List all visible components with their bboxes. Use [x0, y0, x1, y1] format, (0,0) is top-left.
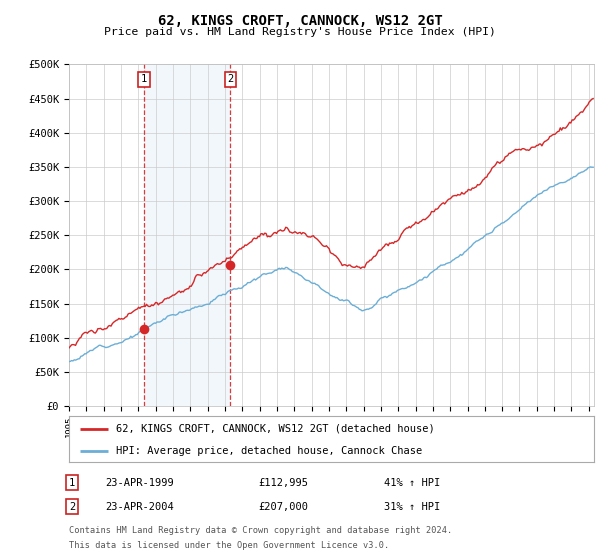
Text: £112,995: £112,995	[258, 478, 308, 488]
Text: 1: 1	[69, 478, 75, 488]
Text: 31% ↑ HPI: 31% ↑ HPI	[384, 502, 440, 512]
Text: £207,000: £207,000	[258, 502, 308, 512]
Text: Price paid vs. HM Land Registry's House Price Index (HPI): Price paid vs. HM Land Registry's House …	[104, 27, 496, 37]
Bar	[144, 64, 230, 406]
Text: 2: 2	[227, 74, 233, 85]
Text: 62, KINGS CROFT, CANNOCK, WS12 2GT: 62, KINGS CROFT, CANNOCK, WS12 2GT	[158, 14, 442, 28]
Text: 1: 1	[141, 74, 147, 85]
Text: 23-APR-2004: 23-APR-2004	[105, 502, 174, 512]
Text: 62, KINGS CROFT, CANNOCK, WS12 2GT (detached house): 62, KINGS CROFT, CANNOCK, WS12 2GT (deta…	[116, 424, 435, 434]
Text: Contains HM Land Registry data © Crown copyright and database right 2024.: Contains HM Land Registry data © Crown c…	[69, 526, 452, 535]
Text: 23-APR-1999: 23-APR-1999	[105, 478, 174, 488]
Text: 41% ↑ HPI: 41% ↑ HPI	[384, 478, 440, 488]
Text: This data is licensed under the Open Government Licence v3.0.: This data is licensed under the Open Gov…	[69, 541, 389, 550]
Text: HPI: Average price, detached house, Cannock Chase: HPI: Average price, detached house, Cann…	[116, 446, 422, 455]
Text: 2: 2	[69, 502, 75, 512]
